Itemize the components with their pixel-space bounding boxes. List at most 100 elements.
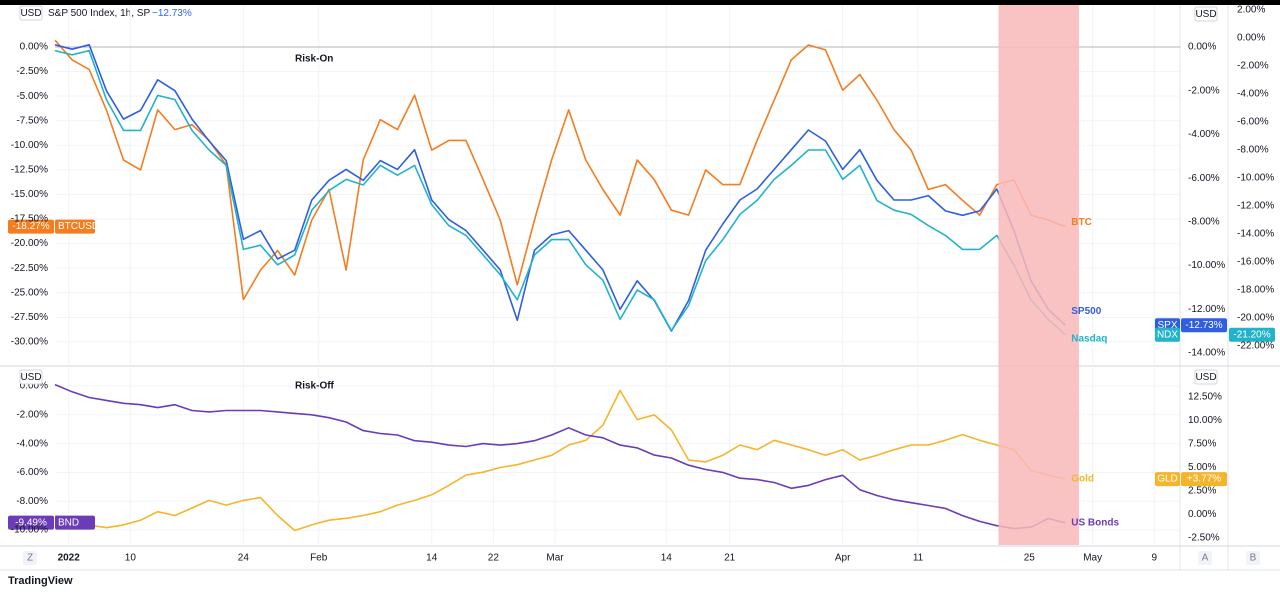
symbol-label: GLD bbox=[1157, 474, 1178, 485]
x-tick-label: 21 bbox=[724, 553, 736, 564]
symbol-box bbox=[1155, 327, 1180, 342]
y-tick-label: -17.50% bbox=[11, 214, 48, 225]
y-tick-label: 10.00% bbox=[1188, 415, 1222, 426]
y-tick-label: -2.00% bbox=[16, 409, 48, 420]
y-tick-label: -20.00% bbox=[11, 238, 48, 249]
y-tick-label: -18.00% bbox=[1237, 285, 1274, 296]
y-tick-label: -14.00% bbox=[1188, 348, 1225, 359]
series-name: US Bonds bbox=[1071, 517, 1119, 528]
series-name: Nasdaq bbox=[1071, 333, 1107, 344]
y-tick-label: 0.00% bbox=[1188, 509, 1216, 520]
symbol-label: SPX bbox=[1157, 320, 1177, 331]
x-tick-label: 14 bbox=[426, 553, 438, 564]
y-tick-label: -8.00% bbox=[1237, 145, 1269, 156]
y-tick-label: -10.00% bbox=[1237, 173, 1274, 184]
y-tick-label: -10.00% bbox=[11, 525, 48, 536]
button-label: A bbox=[1202, 553, 1209, 564]
symbol-box bbox=[55, 515, 95, 530]
last-value-label: -9.49% bbox=[15, 517, 47, 528]
series-line bbox=[54, 39, 1066, 301]
button-box bbox=[23, 551, 37, 565]
y-tick-label: 5.00% bbox=[1188, 462, 1216, 473]
axis-unit-box bbox=[19, 369, 43, 385]
currency: USD bbox=[20, 8, 41, 19]
x-tick-label: 11 bbox=[913, 553, 924, 564]
axis-unit-box bbox=[1194, 369, 1218, 385]
y-tick-label: -6.00% bbox=[16, 467, 48, 478]
label-layer: BTC -18.27% BTCUSD SP500 SPX -12.73% Nasdaq NDX… bbox=[8, 5, 1275, 545]
button-box bbox=[1246, 551, 1260, 565]
series-line bbox=[54, 49, 1066, 336]
y-tick-label: -22.50% bbox=[11, 263, 48, 274]
x-tick-label: 10 bbox=[125, 553, 137, 564]
last-value-label: -21.20% bbox=[1233, 329, 1270, 340]
symbol-label: BTCUSD bbox=[58, 221, 99, 232]
y-tick-label: -6.00% bbox=[1188, 173, 1220, 184]
y-tick-label: -12.50% bbox=[11, 165, 48, 176]
symbol-label: BND bbox=[58, 517, 79, 528]
last-value-label: -18.27% bbox=[12, 221, 49, 232]
last-value-box bbox=[8, 219, 54, 234]
last-value-box bbox=[1181, 318, 1227, 333]
y-tick-label: -7.50% bbox=[16, 115, 48, 126]
y-tick-label: -4.00% bbox=[1237, 89, 1269, 100]
axis-unit: USD bbox=[1195, 9, 1216, 20]
last-value-label: -12.73% bbox=[1185, 320, 1222, 331]
x-tick-label: 22 bbox=[488, 553, 500, 564]
y-tick-label: -2.00% bbox=[1188, 85, 1220, 96]
x-tick-label: Apr bbox=[835, 553, 851, 564]
axis-unit: USD bbox=[20, 372, 41, 383]
brand: TradingView bbox=[8, 575, 73, 587]
y-tick-label: 7.50% bbox=[1188, 439, 1216, 450]
symbol-change: −12.73% bbox=[152, 8, 192, 19]
y-tick-label: 12.50% bbox=[1188, 392, 1222, 403]
series-line bbox=[54, 44, 1066, 332]
y-tick-label: -16.00% bbox=[1237, 257, 1274, 268]
y-tick-label: -2.50% bbox=[1188, 533, 1220, 544]
y-tick-label: 0.00% bbox=[1188, 42, 1216, 53]
last-value-box bbox=[8, 515, 54, 530]
y-tick-label: -6.00% bbox=[1237, 117, 1269, 128]
button-label: Z bbox=[27, 553, 33, 564]
y-tick-label: -4.00% bbox=[1188, 129, 1220, 140]
symbol-title: S&P 500 Index, 1h, SP bbox=[48, 8, 150, 19]
symbol-box bbox=[55, 219, 95, 234]
y-tick-label: -25.00% bbox=[11, 287, 48, 298]
series-name: SP500 bbox=[1071, 306, 1101, 317]
x-tick-label: 14 bbox=[661, 553, 673, 564]
currency-box bbox=[19, 5, 43, 21]
series-line bbox=[54, 383, 1066, 530]
y-tick-label: 2.50% bbox=[1188, 486, 1216, 497]
y-tick-label: -12.00% bbox=[1188, 304, 1225, 315]
y-tick-label: -20.00% bbox=[1237, 313, 1274, 324]
y-tick-label: -8.00% bbox=[16, 496, 48, 507]
symbol-box bbox=[1155, 472, 1180, 487]
axis-unit: USD bbox=[1195, 372, 1216, 383]
series-line bbox=[54, 389, 1066, 532]
y-tick-label: -2.50% bbox=[16, 66, 48, 77]
background-layer bbox=[55, 5, 1180, 545]
pane-annotation: Risk-On bbox=[295, 54, 333, 65]
top-bar bbox=[0, 0, 1280, 5]
highlight-band bbox=[998, 5, 1079, 545]
series-name: Gold bbox=[1071, 474, 1094, 485]
x-tick-label: Mar bbox=[546, 553, 564, 564]
y-tick-label: -4.00% bbox=[16, 438, 48, 449]
y-tick-label: -10.00% bbox=[1188, 260, 1225, 271]
y-tick-label: 0.00% bbox=[1237, 33, 1265, 44]
y-tick-label: -14.00% bbox=[1237, 229, 1274, 240]
last-value-box bbox=[1181, 472, 1227, 487]
last-value-label: +3.77% bbox=[1187, 474, 1221, 485]
y-tick-label: 0.00% bbox=[20, 381, 48, 392]
x-tick-label: 25 bbox=[1024, 553, 1036, 564]
x-tick-label: Feb bbox=[310, 553, 328, 564]
series-name: BTC bbox=[1071, 217, 1092, 228]
x-tick-label: 2022 bbox=[58, 553, 81, 564]
series-layer bbox=[54, 39, 1066, 532]
y-tick-label: 2.00% bbox=[1237, 5, 1265, 16]
pane-annotation: Risk-Off bbox=[295, 381, 335, 392]
y-tick-label: -15.00% bbox=[11, 189, 48, 200]
